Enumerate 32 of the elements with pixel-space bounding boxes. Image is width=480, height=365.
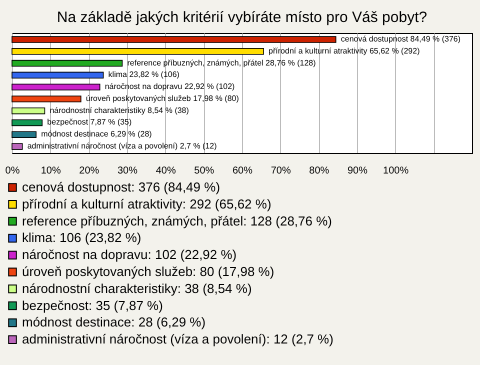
x-tick-label: 100% (383, 166, 409, 176)
data-label: cenová dostupnost 84,49 % (376) (340, 34, 461, 44)
data-label: módnost destinace 6,29 % (28) (41, 130, 152, 139)
x-tick-label: 70% (270, 166, 291, 176)
legend-label: cenová dostupnost: 376 (84,49 %) (22, 180, 220, 194)
chart-title: Na základě jakých kritérií vybíráte místo pro Váš pobyt? (56, 9, 428, 26)
x-tick-label: 10% (40, 166, 61, 176)
x-tick-label: 80% (309, 166, 330, 176)
x-tick-label: 20% (79, 166, 100, 176)
x-tick-label: 0% (5, 166, 20, 176)
x-tick-label: 30% (117, 166, 138, 176)
data-label: bezpečnost 7,87 % (35) (47, 118, 132, 127)
x-tick-label: 90% (347, 166, 368, 176)
data-label: klima 23,82 % (106) (108, 70, 180, 80)
legend-label: klima: 106 (23,82 %) (22, 230, 142, 246)
x-tick-label: 40% (156, 166, 176, 176)
legend-label: administrativní náročnost (víza a povolení): 12 (2,7 %) (22, 332, 334, 347)
legend-label: reference příbuzných, známých, přátel: 128 (28,76 %) (22, 213, 332, 228)
legend-label: módnost destinace: 28 (6,29 %) (22, 314, 206, 330)
data-label: přírodní a kulturní atraktivity 65,62 % (292) (268, 46, 420, 56)
legend-label: bezpečnost: 35 (7,87 %) (22, 298, 163, 313)
legend-label: úroveň poskytovaných služeb: 80 (17,98 %) (22, 264, 274, 279)
legend-label: přírodní a kulturní atraktivity: 292 (65,62 %) (22, 196, 272, 212)
x-tick-label: 50% (194, 166, 214, 176)
legend-label: náročnost na dopravu: 102 (22,92 %) (22, 247, 237, 262)
data-label: náročnost na dopravu 22,92 % (102) (104, 82, 236, 92)
data-label: národnostní charakteristiky 8,54 % (38) (50, 106, 190, 115)
data-label: úroveň poskytovaných služeb 17,98 % (80) (86, 94, 240, 103)
x-tick-label: 60% (232, 166, 253, 176)
data-label: reference příbuzných, známých, přátel 28,76 % (128) (127, 58, 316, 68)
legend-label: národnostní charakteristiky: 38 (8,54 %) (22, 280, 252, 296)
data-label: administrativní náročnost (víza a povolení) 2,7 % (12) (27, 141, 218, 150)
